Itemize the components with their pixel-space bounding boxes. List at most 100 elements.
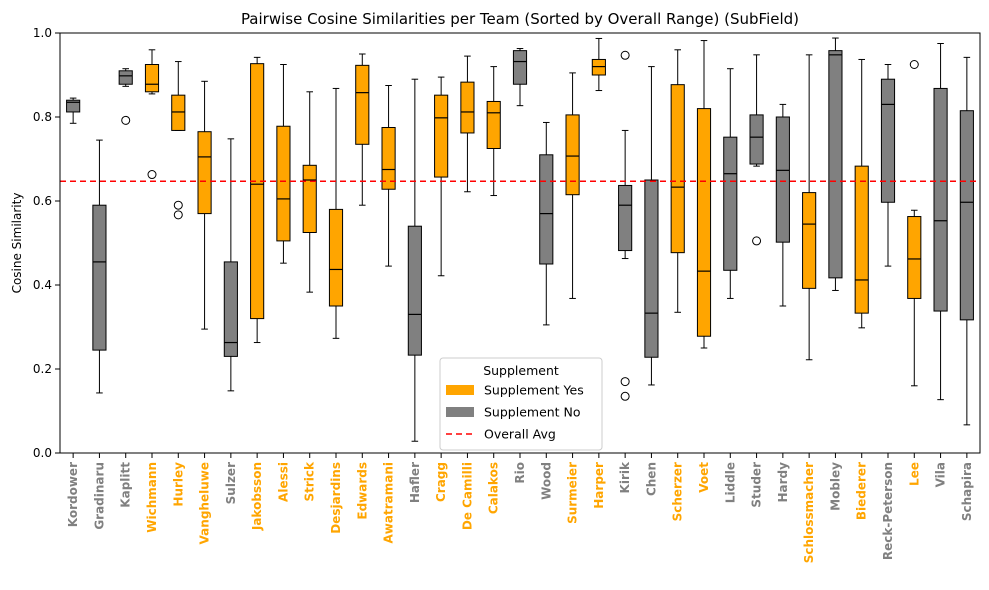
iqr-box bbox=[381, 127, 396, 190]
team-box-lee bbox=[907, 60, 922, 387]
iqr-box bbox=[618, 184, 633, 252]
outlier-point bbox=[620, 50, 630, 60]
legend-frame bbox=[439, 357, 603, 451]
x-tick-label: Studer bbox=[750, 462, 764, 508]
iqr-box bbox=[460, 81, 475, 134]
team-box-sulzer bbox=[223, 138, 238, 392]
team-box-rio bbox=[512, 48, 528, 107]
x-tick-label: Vangheluwe bbox=[198, 462, 212, 544]
iqr-box bbox=[802, 192, 817, 289]
x-tick-label: Vila bbox=[934, 462, 948, 487]
outlier-point bbox=[173, 210, 183, 220]
iqr-box bbox=[66, 99, 81, 113]
team-box-hardy bbox=[775, 103, 790, 307]
y-tick-label: 0.0 bbox=[33, 446, 52, 460]
x-tick-label: Schapira bbox=[960, 462, 974, 521]
legend-label: Supplement No bbox=[484, 405, 581, 420]
x-tick-label: Kirik bbox=[618, 461, 632, 493]
iqr-box bbox=[512, 50, 528, 85]
iqr-box bbox=[92, 204, 107, 351]
legend-title: Supplement bbox=[483, 363, 559, 378]
x-tick-label: Hardy bbox=[776, 462, 790, 503]
outlier-point bbox=[173, 200, 183, 210]
x-tick-label: Calakos bbox=[487, 462, 501, 514]
team-box-surmeier bbox=[565, 72, 580, 299]
team-box-edwards bbox=[355, 53, 370, 206]
team-box-hafler bbox=[407, 78, 422, 442]
team-box-wichmann bbox=[144, 49, 160, 180]
outlier-point bbox=[620, 377, 630, 387]
legend-label: Overall Avg bbox=[484, 427, 556, 442]
team-box-hurley bbox=[171, 61, 186, 220]
x-tick-label: Kordower bbox=[66, 462, 80, 527]
iqr-box bbox=[828, 50, 843, 279]
legend-label: Supplement Yes bbox=[484, 383, 584, 398]
team-box-scherzer bbox=[670, 49, 685, 313]
y-axis-label: Cosine Similarity bbox=[10, 193, 24, 294]
team-box-harper bbox=[591, 37, 606, 92]
x-tick-label: Reck-Peterson bbox=[881, 462, 895, 560]
x-tick-label: Wood bbox=[539, 462, 553, 500]
y-axis: 0.0 0.2 0.4 0.6 0.8 1.0 bbox=[33, 26, 60, 460]
x-tick-label: Kaplitt bbox=[119, 462, 133, 508]
iqr-box bbox=[907, 216, 922, 299]
team-box-jakobsson bbox=[250, 56, 265, 344]
x-tick-label: De Camilli bbox=[460, 462, 474, 530]
iqr-box bbox=[696, 108, 712, 337]
iqr-box bbox=[539, 154, 554, 265]
x-tick-label: Wichmann bbox=[145, 462, 159, 533]
x-tick-label: Strick bbox=[303, 461, 317, 502]
iqr-box bbox=[723, 136, 738, 271]
legend-swatch-yes bbox=[446, 385, 474, 395]
x-tick-label: Rio bbox=[513, 462, 527, 484]
x-tick-label: Harper bbox=[592, 462, 606, 509]
team-box-strick bbox=[302, 91, 317, 293]
y-tick-label: 0.2 bbox=[33, 362, 52, 376]
team-box-kordower bbox=[66, 97, 81, 124]
outlier-point bbox=[147, 170, 157, 180]
x-tick-label: Edwards bbox=[355, 462, 369, 520]
iqr-box bbox=[434, 94, 449, 178]
team-box-liddle bbox=[723, 68, 738, 299]
x-tick-label: Alessi bbox=[276, 462, 290, 502]
team-box-reck-peterson bbox=[880, 64, 896, 267]
legend[interactable]: Supplement Supplement Yes Supplement No Ove… bbox=[439, 357, 603, 451]
iqr-box bbox=[854, 165, 869, 314]
iqr-box bbox=[197, 131, 212, 215]
iqr-box bbox=[749, 114, 764, 165]
outlier-point bbox=[620, 391, 630, 401]
x-tick-label: Hurley bbox=[171, 462, 185, 507]
team-box-wood bbox=[539, 121, 554, 326]
iqr-box bbox=[644, 179, 659, 358]
iqr-box bbox=[959, 110, 974, 321]
x-tick-label: Schlossmacher bbox=[802, 462, 816, 563]
plot-area bbox=[59, 32, 981, 454]
x-tick-label: Lee bbox=[907, 462, 921, 486]
team-box-mobley bbox=[828, 37, 843, 291]
x-tick-label: Surmeier bbox=[566, 462, 580, 524]
x-tick-label: Hafler bbox=[408, 462, 422, 503]
team-box-de-camilli bbox=[460, 55, 475, 193]
team-box-studer bbox=[749, 54, 764, 246]
team-box-calakos bbox=[486, 66, 501, 197]
team-box-biederer bbox=[854, 58, 869, 329]
team-box-awatramani bbox=[381, 85, 396, 267]
team-box-schlossmacher bbox=[802, 54, 817, 361]
iqr-box bbox=[276, 125, 291, 242]
iqr-box bbox=[565, 114, 580, 196]
x-tick-label: Awatramani bbox=[382, 462, 396, 543]
team-box-chen bbox=[644, 66, 659, 386]
x-tick-label: Scherzer bbox=[671, 462, 685, 521]
iqr-box bbox=[880, 78, 896, 203]
outlier-point bbox=[121, 115, 131, 125]
team-box-cragg bbox=[434, 76, 449, 277]
team-box-vangheluwe bbox=[197, 80, 212, 330]
x-tick-label: Cragg bbox=[434, 462, 448, 502]
chart-title: Pairwise Cosine Similarities per Team (S… bbox=[241, 10, 799, 28]
x-tick-label: Mobley bbox=[828, 462, 842, 511]
iqr-box bbox=[407, 225, 422, 356]
x-tick-label: Chen bbox=[644, 462, 658, 496]
outlier-point bbox=[909, 60, 919, 69]
outlier-point bbox=[752, 236, 762, 246]
